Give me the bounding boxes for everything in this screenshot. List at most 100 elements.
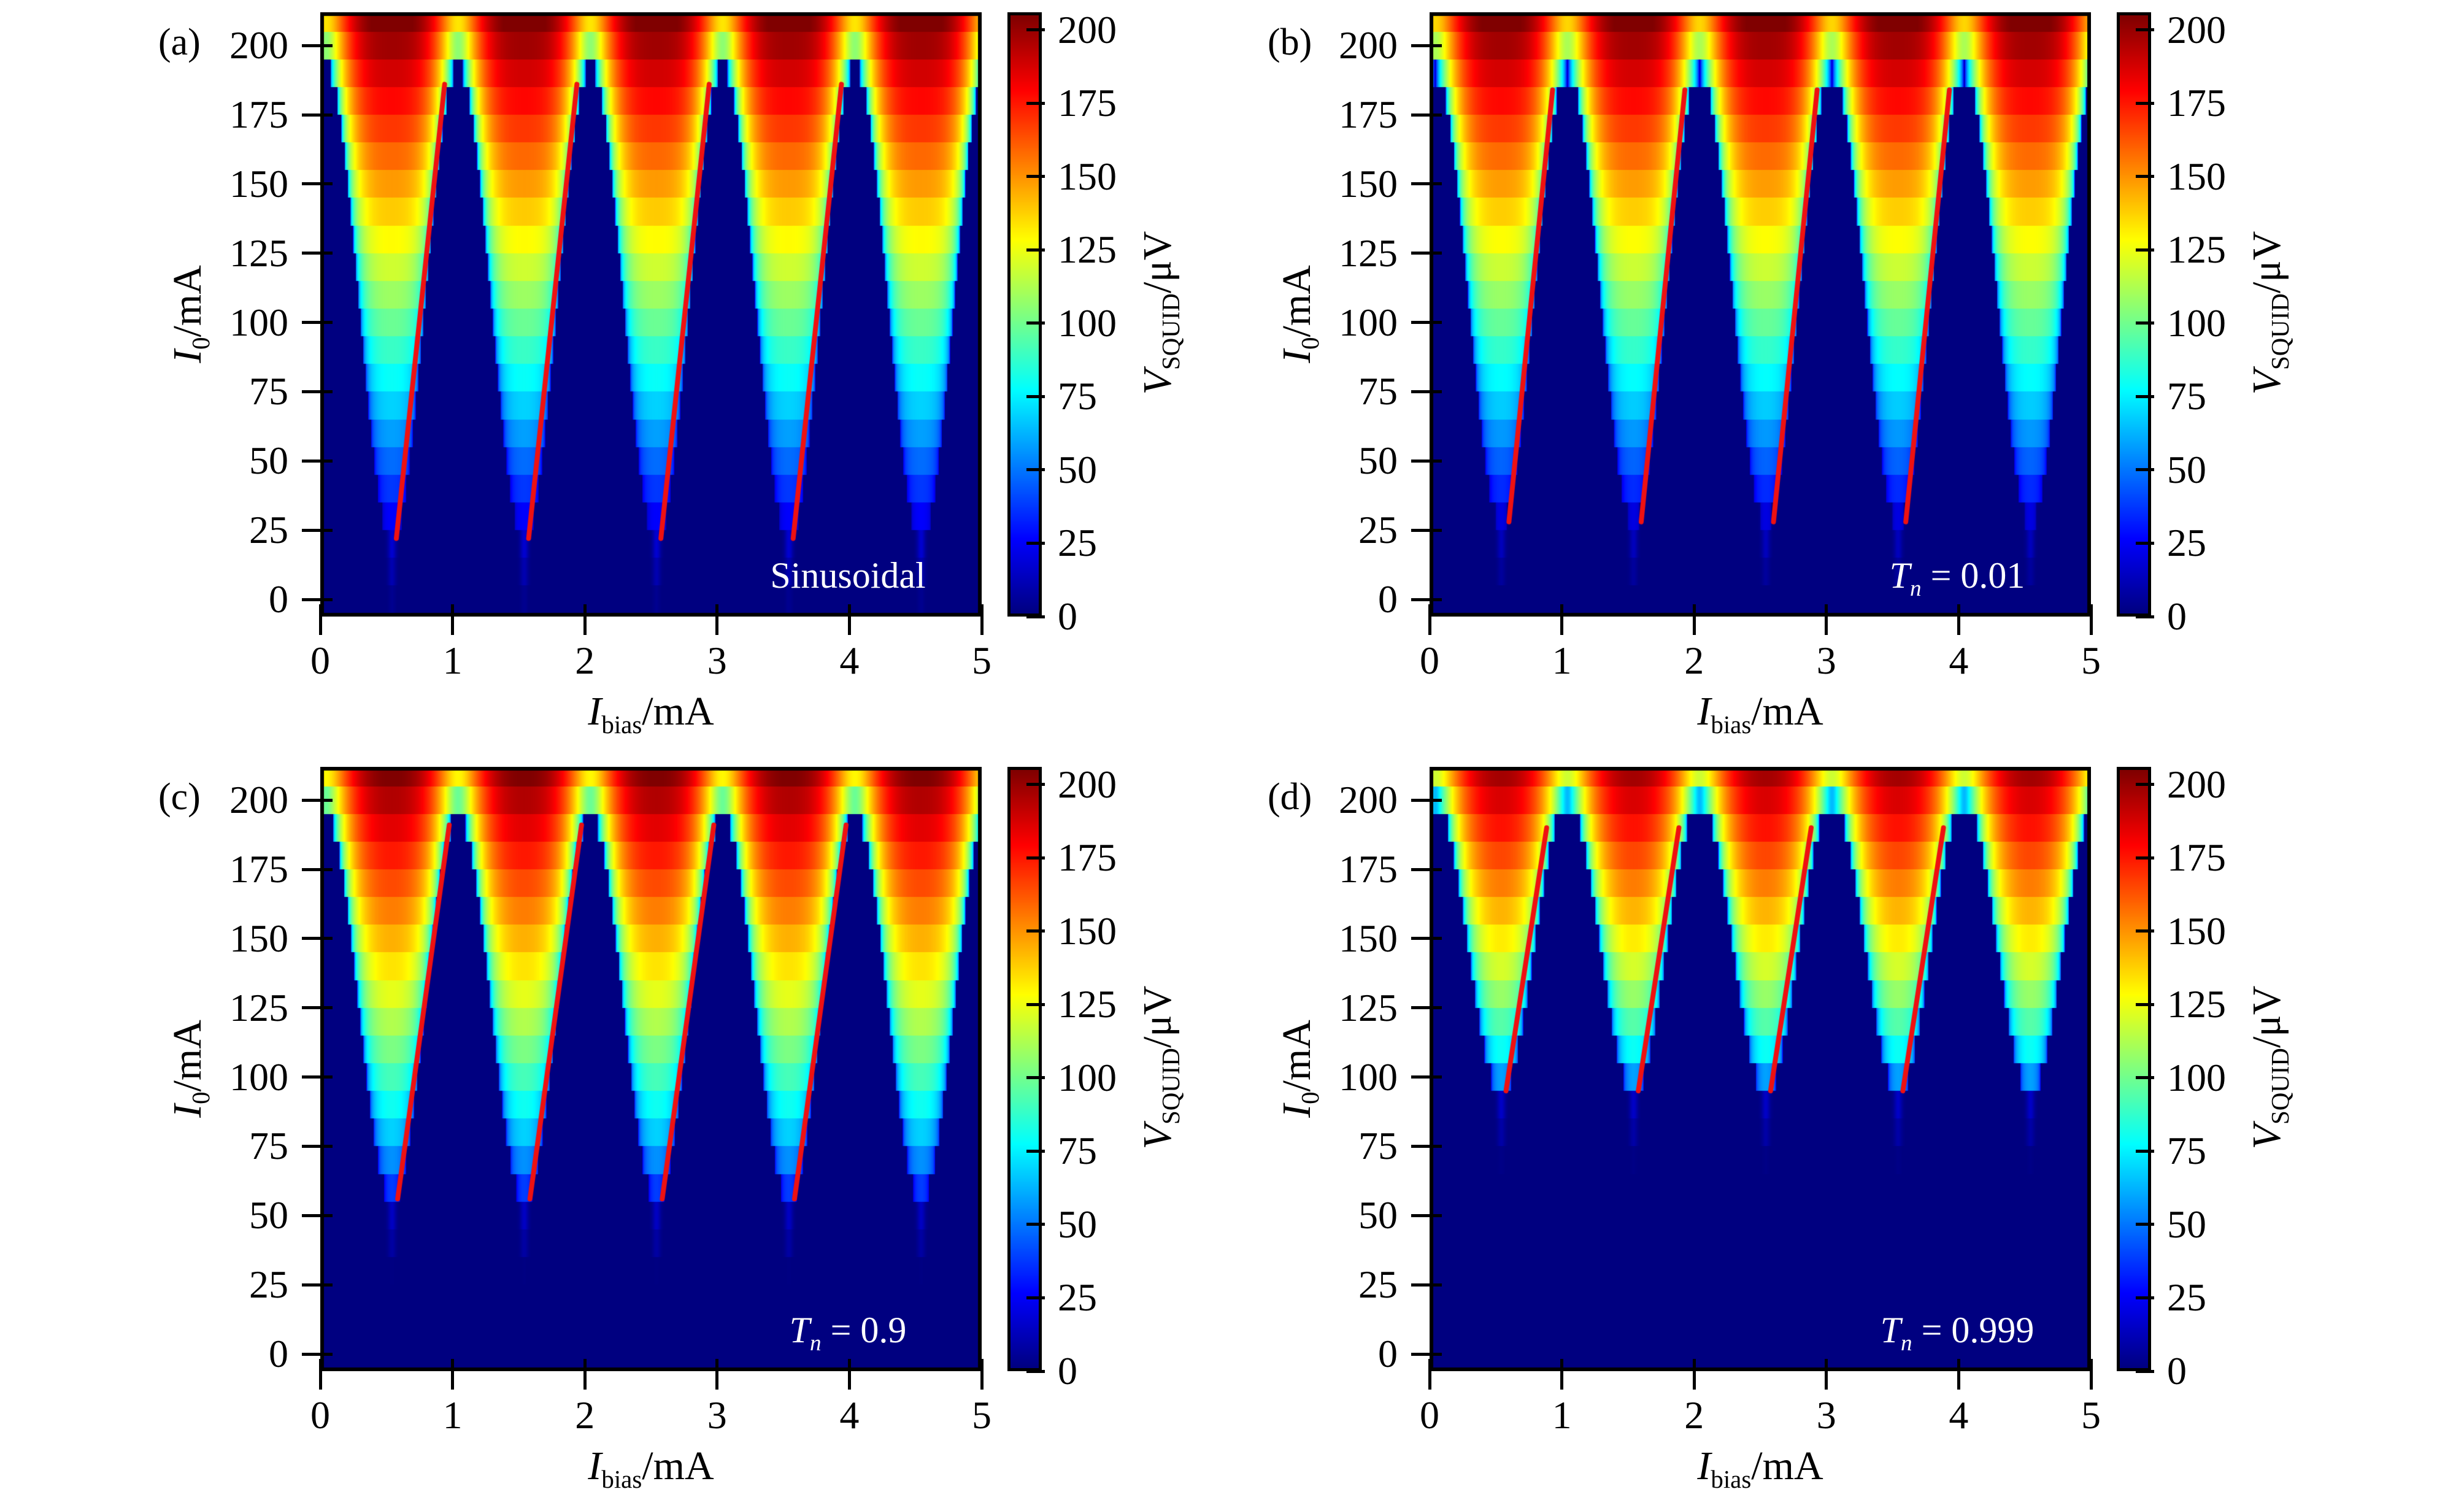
y-tick-mark bbox=[1411, 1283, 1442, 1287]
x-tick-mark bbox=[847, 1359, 851, 1390]
colorbar-subscript: SQUID bbox=[2266, 293, 2295, 371]
y-tick-mark bbox=[1411, 1144, 1442, 1148]
colorbar-tick-mark bbox=[2136, 929, 2154, 933]
x-tick-mark bbox=[715, 604, 719, 635]
y-axis-subscript: 0 bbox=[1296, 337, 1325, 350]
colorbar-tick-mark bbox=[1026, 541, 1045, 545]
y-tick-mark bbox=[302, 44, 333, 47]
colorbar-tick-label: 25 bbox=[2167, 521, 2206, 565]
x-axis-symbol: I bbox=[1697, 689, 1711, 734]
colorbar-unit: /μV bbox=[1135, 985, 1180, 1048]
annotation-rest: = 0.9 bbox=[821, 1310, 907, 1350]
colorbar-tick-mark bbox=[2136, 856, 2154, 860]
colorbar-tick-mark bbox=[2136, 1149, 2154, 1153]
y-axis-label: I0/mA bbox=[1274, 265, 1324, 363]
y-tick-label: 50 bbox=[249, 1193, 288, 1237]
colorbar-tick-label: 50 bbox=[1058, 447, 1097, 491]
y-tick-mark bbox=[302, 1352, 333, 1356]
colorbar-gradient bbox=[2120, 770, 2148, 1368]
y-tick-label: 50 bbox=[249, 439, 288, 483]
panel-letter: (d) bbox=[1268, 776, 1312, 818]
colorbar-tick-label: 125 bbox=[1058, 982, 1117, 1026]
heatmap-canvas-b bbox=[1430, 12, 2091, 617]
y-tick-mark bbox=[302, 528, 333, 532]
x-tick-mark bbox=[847, 604, 851, 635]
x-tick-mark bbox=[980, 1359, 984, 1390]
y-tick-label: 25 bbox=[1358, 508, 1398, 552]
colorbar-tick-mark bbox=[2136, 1296, 2154, 1299]
y-tick-label: 100 bbox=[1339, 300, 1398, 344]
colorbar-tick-label: 150 bbox=[2167, 909, 2226, 953]
y-tick-label: 25 bbox=[249, 1263, 288, 1307]
colorbar-tick-mark bbox=[2136, 101, 2154, 105]
x-tick-mark bbox=[1560, 604, 1564, 635]
y-axis-unit: /mA bbox=[1274, 1020, 1319, 1092]
colorbar-tick-label: 75 bbox=[1058, 1129, 1097, 1173]
colorbar bbox=[2117, 767, 2151, 1371]
colorbar-tick-label: 0 bbox=[2167, 594, 2187, 638]
y-tick-label: 75 bbox=[249, 1124, 288, 1168]
y-tick-mark bbox=[1411, 598, 1442, 601]
colorbar-tick-label: 50 bbox=[1058, 1202, 1097, 1246]
colorbar-tick-label: 200 bbox=[1058, 762, 1117, 806]
x-tick-mark bbox=[1825, 604, 1828, 635]
x-axis-symbol: I bbox=[588, 689, 602, 734]
panel-annotation: Tn = 0.01 bbox=[1890, 555, 2025, 600]
colorbar-tick-label: 125 bbox=[2167, 982, 2226, 1026]
y-tick-mark bbox=[302, 867, 333, 871]
y-axis-symbol: I bbox=[165, 1104, 210, 1118]
x-tick-label: 0 bbox=[1420, 639, 1439, 682]
colorbar-symbol: V bbox=[2244, 370, 2289, 395]
x-tick-label: 0 bbox=[310, 639, 330, 682]
y-tick-mark bbox=[1411, 1352, 1442, 1356]
colorbar-tick-mark bbox=[1026, 783, 1045, 787]
annotation-main: T bbox=[789, 1310, 810, 1350]
y-tick-mark bbox=[302, 1075, 333, 1079]
x-axis-subscript: bias bbox=[601, 711, 642, 739]
y-tick-label: 175 bbox=[1339, 93, 1398, 137]
x-tick-label: 5 bbox=[2081, 639, 2101, 682]
colorbar-tick-mark bbox=[1026, 929, 1045, 933]
heatmap-canvas-c bbox=[320, 767, 982, 1371]
y-tick-label: 200 bbox=[1339, 778, 1398, 822]
colorbar-tick-label: 150 bbox=[1058, 909, 1117, 953]
y-tick-label: 75 bbox=[1358, 369, 1398, 413]
colorbar-tick-mark bbox=[2136, 321, 2154, 325]
x-tick-label: 2 bbox=[575, 1393, 595, 1437]
y-axis-unit: /mA bbox=[165, 265, 210, 337]
x-tick-mark bbox=[318, 604, 322, 635]
colorbar-tick-mark bbox=[2136, 783, 2154, 787]
colorbar-tick-label: 100 bbox=[1058, 301, 1117, 345]
colorbar-tick-mark bbox=[2136, 1002, 2154, 1006]
x-tick-mark bbox=[583, 1359, 587, 1390]
y-axis-subscript: 0 bbox=[187, 1091, 215, 1104]
colorbar-tick-mark bbox=[1026, 1369, 1045, 1373]
x-tick-label: 0 bbox=[1420, 1393, 1439, 1437]
colorbar-tick-label: 125 bbox=[1058, 228, 1117, 272]
panel-letter: (b) bbox=[1268, 21, 1312, 63]
x-tick-label: 3 bbox=[1816, 639, 1836, 682]
x-axis-label: Ibias/mA bbox=[588, 1446, 714, 1493]
y-tick-mark bbox=[302, 113, 333, 117]
colorbar-unit: /μV bbox=[2244, 231, 2289, 294]
y-axis-label: I0/mA bbox=[1274, 1020, 1324, 1118]
colorbar-tick-mark bbox=[1026, 321, 1045, 325]
x-axis-label: Ibias/mA bbox=[1697, 689, 1823, 738]
y-tick-mark bbox=[1411, 459, 1442, 463]
x-tick-label: 1 bbox=[442, 1393, 463, 1437]
colorbar-tick-mark bbox=[1026, 248, 1045, 252]
x-tick-mark bbox=[1428, 604, 1431, 635]
x-tick-mark bbox=[1957, 1359, 1960, 1390]
x-axis-symbol: I bbox=[1697, 1444, 1711, 1488]
x-tick-label: 3 bbox=[707, 1393, 727, 1437]
annotation-rest: = 0.999 bbox=[1912, 1310, 2035, 1350]
y-tick-mark bbox=[1411, 182, 1442, 186]
y-tick-mark bbox=[302, 459, 333, 463]
colorbar-tick-label: 75 bbox=[2167, 1129, 2206, 1173]
colorbar-axis-label: VSQUID/μV bbox=[1135, 985, 1185, 1150]
y-axis-label: I0/mA bbox=[165, 265, 215, 363]
annotation-sub: n bbox=[809, 1331, 822, 1356]
annotation-rest: = 0.01 bbox=[1921, 555, 2025, 596]
